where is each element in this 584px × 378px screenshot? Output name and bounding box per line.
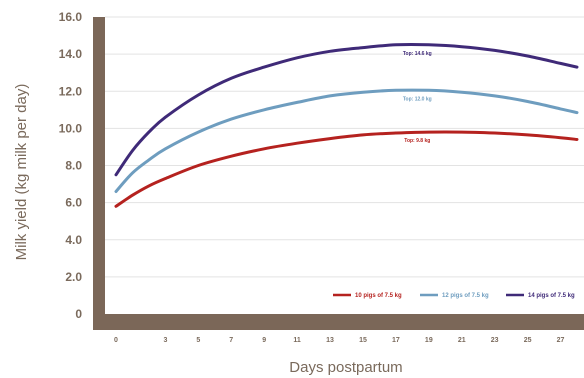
x-tick-label: 27 xyxy=(557,337,565,344)
x-tick-label: 23 xyxy=(491,337,499,344)
x-tick-label: 0 xyxy=(114,337,118,344)
y-tick-label: 0 xyxy=(75,307,82,321)
y-tick-label: 10.0 xyxy=(59,121,83,135)
x-axis-bar xyxy=(93,314,584,330)
y-tick-label: 14.0 xyxy=(59,47,83,61)
x-tick-label: 17 xyxy=(392,337,400,344)
x-tick-label: 13 xyxy=(326,337,334,344)
x-tick-label: 21 xyxy=(458,337,466,344)
y-tick-label: 2.0 xyxy=(65,270,82,284)
peak-labels: Top: 9.8 kg Top: 12.0 kg Top: 14.6 kg xyxy=(403,51,432,144)
x-tick-label: 9 xyxy=(262,337,266,344)
x-tick-label: 25 xyxy=(524,337,532,344)
grid xyxy=(105,16,584,278)
y-tick-labels: 0 2.0 4.0 6.0 8.0 10.0 12.0 14.0 16.0 xyxy=(59,10,83,321)
series-line xyxy=(114,130,579,208)
y-tick-label: 12.0 xyxy=(59,84,83,98)
x-tick-label: 3 xyxy=(163,337,167,344)
legend-label: 10 pigs of 7.5 kg xyxy=(355,293,402,299)
series-line xyxy=(114,88,579,193)
x-tick-label: 5 xyxy=(196,337,200,344)
y-axis-title: Milk yield (kg milk per day) xyxy=(13,84,30,261)
y-tick-label: 16.0 xyxy=(59,10,83,24)
x-axis-title: Days postpartum xyxy=(289,359,402,376)
x-tick-label: 11 xyxy=(293,337,301,344)
peak-label: Top: 14.6 kg xyxy=(403,51,432,57)
x-tick-labels: 0 3 5 7 9 11 13 15 17 19 21 23 25 27 xyxy=(114,337,564,344)
peak-label: Top: 12.0 kg xyxy=(403,96,432,102)
x-tick-label: 19 xyxy=(425,337,433,344)
y-tick-label: 4.0 xyxy=(65,233,82,247)
series-line xyxy=(114,43,579,177)
y-tick-label: 6.0 xyxy=(65,196,82,210)
legend-label: 14 pigs of 7.5 kg xyxy=(528,293,575,299)
legend-label: 12 pigs of 7.5 kg xyxy=(442,293,489,299)
series-lines xyxy=(114,43,579,208)
legend: 10 pigs of 7.5 kg 12 pigs of 7.5 kg 14 pig… xyxy=(333,293,575,299)
y-axis-bar xyxy=(93,17,105,330)
y-tick-label: 8.0 xyxy=(65,159,82,173)
peak-label: Top: 9.8 kg xyxy=(404,138,430,144)
axes xyxy=(93,17,584,330)
x-tick-label: 15 xyxy=(359,337,367,344)
x-tick-label: 7 xyxy=(229,337,233,344)
